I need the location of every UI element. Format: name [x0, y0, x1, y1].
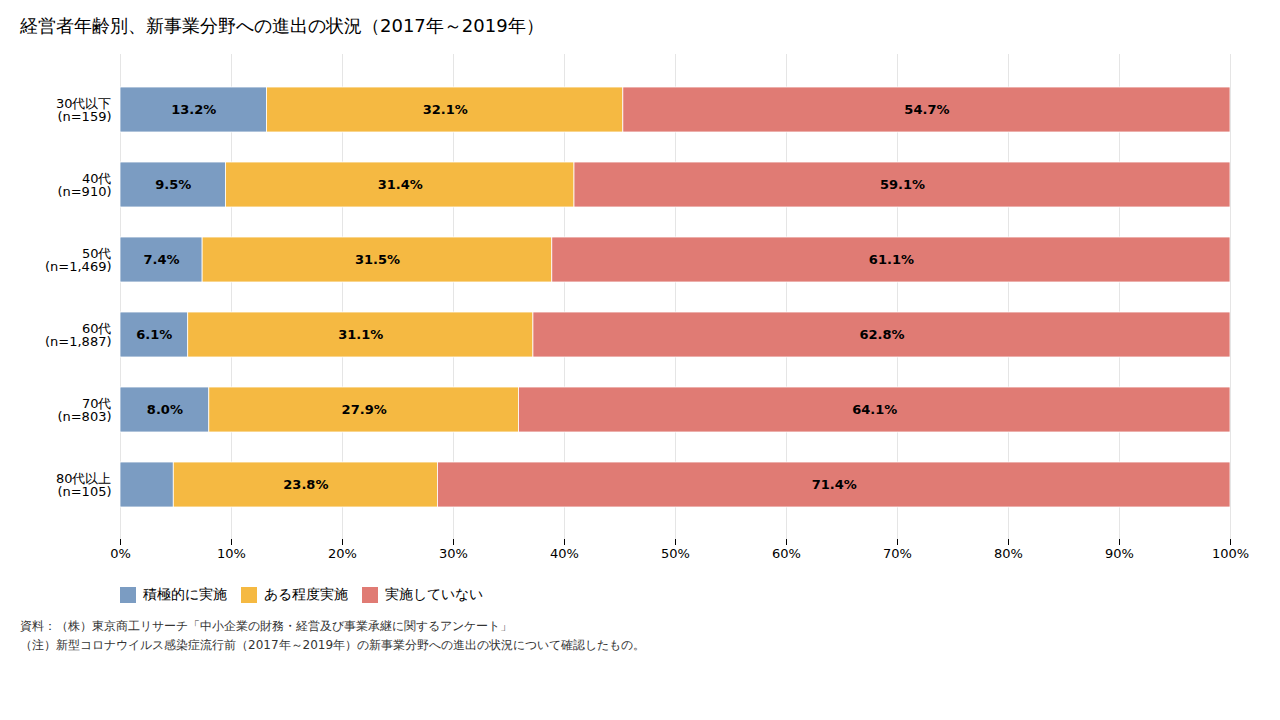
svg-text:9.5%: 9.5%: [155, 177, 191, 192]
html-text:資料：（株）東京商工リサーチ「中小企業の財務・経営及び事業承: 資料：（株）東京商工リサーチ「中小企業の財務・経営及び事業承継に関するアンケート…: [20, 619, 512, 633]
svg-text:32.1%: 32.1%: [423, 102, 468, 117]
svg-text:6.1%: 6.1%: [136, 327, 172, 342]
svg-text:20%: 20%: [328, 546, 357, 561]
html-text:積極的に実施: 積極的に実施: [143, 585, 227, 602]
svg-text:100%: 100%: [1212, 546, 1249, 561]
svg-text:80%: 80%: [994, 546, 1023, 561]
svg-text:40代(n=910): 40代(n=910): [57, 171, 111, 199]
svg-text:0%: 0%: [110, 546, 131, 561]
svg-text:8.0%: 8.0%: [147, 402, 183, 417]
svg-text:13.2%: 13.2%: [171, 102, 216, 117]
svg-text:60%: 60%: [772, 546, 801, 561]
svg-text:59.1%: 59.1%: [880, 177, 925, 192]
svg-text:60代(n=1,887): 60代(n=1,887): [45, 321, 112, 349]
svg-text:90%: 90%: [1105, 546, 1134, 561]
svg-text:31.4%: 31.4%: [378, 177, 423, 192]
svg-text:70代(n=803): 70代(n=803): [57, 396, 111, 424]
svg-text:30%: 30%: [439, 546, 468, 561]
svg-text:27.9%: 27.9%: [342, 402, 387, 417]
svg-text:61.1%: 61.1%: [869, 252, 914, 267]
svg-text:50%: 50%: [661, 546, 690, 561]
svg-text:7.4%: 7.4%: [144, 252, 180, 267]
svg-text:23.8%: 23.8%: [283, 477, 328, 492]
svg-text:64.1%: 64.1%: [852, 402, 897, 417]
svg-text:40%: 40%: [550, 546, 579, 561]
svg-text:50代(n=1,469): 50代(n=1,469): [45, 246, 112, 274]
svg-text:31.5%: 31.5%: [355, 252, 400, 267]
svg-text:31.1%: 31.1%: [338, 327, 383, 342]
html-text:実施していない: 実施していない: [385, 585, 483, 602]
svg-text:10%: 10%: [217, 546, 246, 561]
html-text:ある程度実施: ある程度実施: [264, 585, 348, 602]
html-text:経営者年齢別、新事業分野への進出の状況（2017年～2019: 経営者年齢別、新事業分野への進出の状況（2017年～2019年）: [20, 15, 544, 36]
svg-text:54.7%: 54.7%: [904, 102, 949, 117]
svg-text:62.8%: 62.8%: [859, 327, 904, 342]
svg-text:70%: 70%: [883, 546, 912, 561]
svg-text:80代以上(n=105): 80代以上(n=105): [56, 471, 112, 499]
svg-text:71.4%: 71.4%: [812, 477, 857, 492]
html-text:（注）新型コロナウイルス感染症流行前（2017年～2019年: （注）新型コロナウイルス感染症流行前（2017年～2019年）の新事業分野への進…: [20, 638, 646, 652]
svg-text:30代以下(n=159): 30代以下(n=159): [56, 96, 112, 124]
